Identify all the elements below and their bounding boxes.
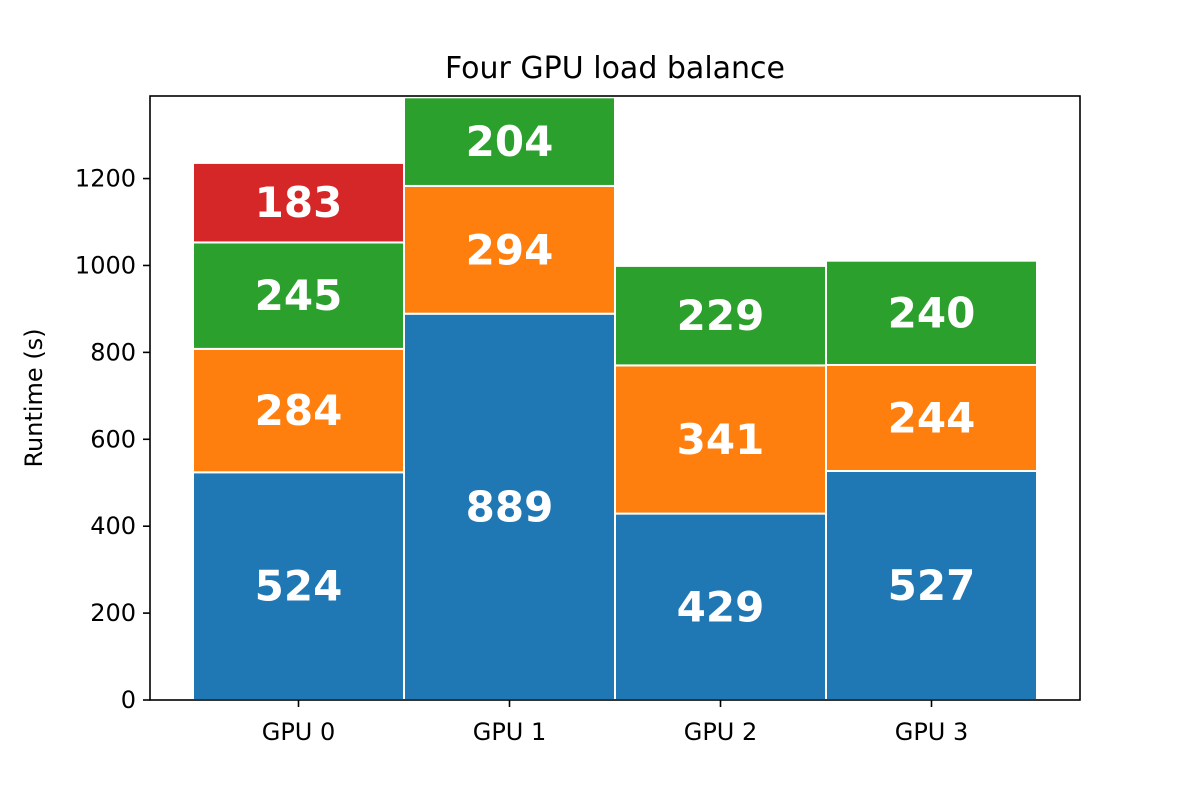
bar-segment bbox=[403, 184, 616, 315]
segment-labels-layer: 524 284 245 183 889 294 204 429 341 229 527 244 240 bbox=[255, 117, 976, 631]
y-tick-label: 600 bbox=[90, 425, 136, 453]
y-tick-label: 0 bbox=[121, 686, 136, 714]
bar-segment-label: 244 bbox=[888, 393, 976, 442]
chart-title: Four GPU load balance bbox=[445, 51, 785, 86]
y-axis: 0 200 400 600 800 1000 1200 bbox=[75, 165, 150, 714]
bar-segment-label: 527 bbox=[888, 561, 976, 610]
y-tick-label: 400 bbox=[90, 512, 136, 540]
bar-segment bbox=[825, 363, 1038, 473]
bar-segment-label: 889 bbox=[466, 482, 554, 531]
bar-segment bbox=[403, 96, 616, 187]
y-tick-label: 1000 bbox=[75, 251, 136, 279]
x-axis: GPU 0 GPU 1 GPU 2 GPU 3 bbox=[262, 700, 969, 746]
bar-segment-label: 341 bbox=[677, 415, 765, 464]
x-tick-label: GPU 2 bbox=[684, 718, 758, 746]
bar-segment bbox=[403, 312, 616, 701]
bar-segment bbox=[614, 512, 827, 702]
y-tick-label: 1200 bbox=[75, 165, 136, 193]
plot-frame bbox=[149, 95, 1081, 701]
bar-segment bbox=[192, 471, 405, 701]
bar-segment-label: 229 bbox=[677, 291, 765, 340]
bar-segment-label: 524 bbox=[255, 562, 343, 611]
bar-segment bbox=[825, 259, 1038, 366]
bar-segment bbox=[825, 470, 1038, 701]
y-tick-label: 800 bbox=[90, 338, 136, 366]
bar-segment bbox=[614, 264, 827, 367]
bar-segment-label: 204 bbox=[466, 117, 554, 166]
bar-segment-label: 245 bbox=[255, 271, 343, 320]
bar-segment-label: 294 bbox=[466, 225, 554, 274]
x-tick-label: GPU 0 bbox=[262, 718, 336, 746]
x-tick-label: GPU 3 bbox=[895, 718, 969, 746]
bars-layer bbox=[192, 96, 1038, 702]
x-tick-label: GPU 1 bbox=[473, 718, 547, 746]
bar-segment-label: 183 bbox=[255, 178, 343, 227]
bar-segment bbox=[192, 347, 405, 474]
bar-segment-label: 284 bbox=[255, 386, 343, 435]
bar-segment-label: 429 bbox=[677, 582, 765, 631]
y-tick-label: 200 bbox=[90, 599, 136, 627]
bar-segment bbox=[614, 364, 827, 515]
y-axis-label: Runtime (s) bbox=[20, 328, 48, 467]
bar-segment-label: 240 bbox=[888, 288, 976, 337]
